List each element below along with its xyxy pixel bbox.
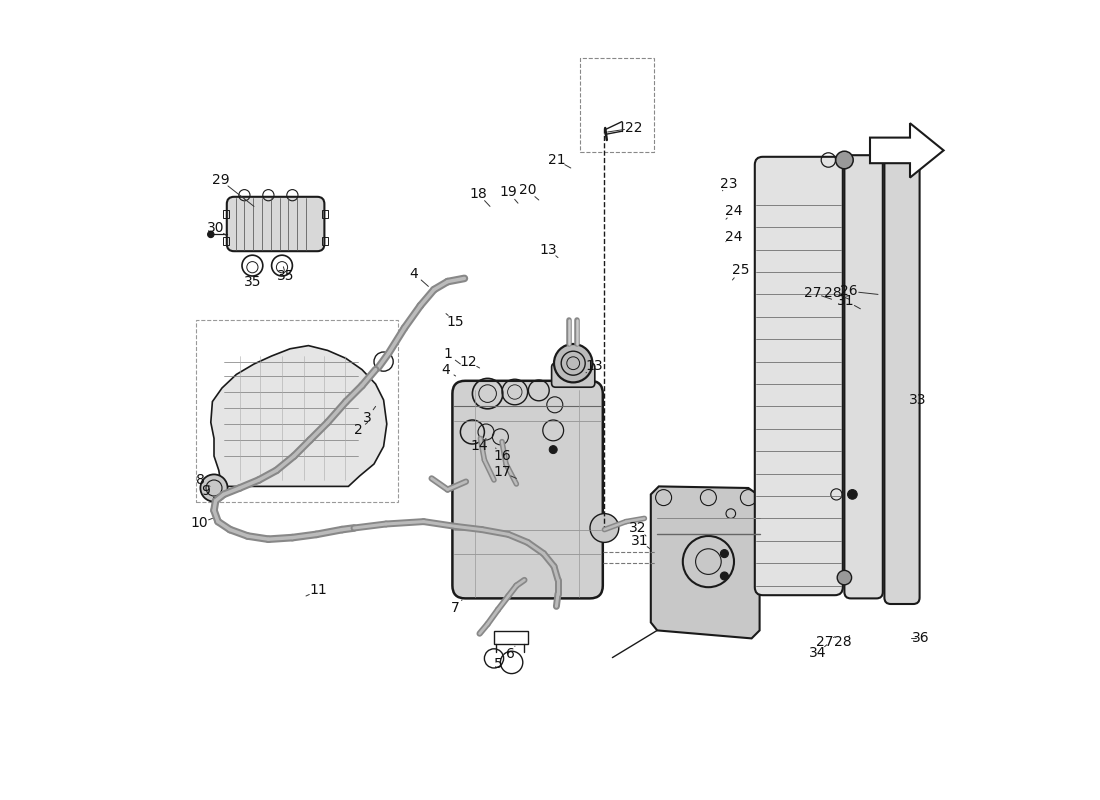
Circle shape <box>848 490 857 499</box>
Circle shape <box>720 550 728 558</box>
Text: 20: 20 <box>519 183 537 198</box>
Text: 7: 7 <box>451 601 460 615</box>
Text: 19: 19 <box>499 185 517 199</box>
Text: 4: 4 <box>441 362 450 377</box>
Text: 11: 11 <box>309 583 327 598</box>
Text: 33: 33 <box>910 393 926 407</box>
Circle shape <box>837 570 851 585</box>
FancyBboxPatch shape <box>845 155 883 598</box>
Text: 5: 5 <box>494 657 503 671</box>
Circle shape <box>836 151 854 169</box>
Text: 6: 6 <box>506 647 515 662</box>
FancyBboxPatch shape <box>452 381 603 598</box>
Text: 4: 4 <box>409 266 418 281</box>
Text: 18: 18 <box>469 186 487 201</box>
Text: 24: 24 <box>725 204 742 218</box>
Text: 12: 12 <box>460 354 477 369</box>
Text: 32: 32 <box>629 521 647 535</box>
Bar <box>223 210 229 218</box>
Text: 27: 27 <box>816 635 834 650</box>
Bar <box>581 58 654 152</box>
Text: 31: 31 <box>837 294 855 308</box>
Circle shape <box>208 231 214 238</box>
Text: 14: 14 <box>471 439 488 454</box>
Text: 13: 13 <box>540 242 558 257</box>
FancyBboxPatch shape <box>551 363 595 387</box>
Text: 17: 17 <box>493 465 510 479</box>
Text: 16: 16 <box>493 449 510 463</box>
Text: 15: 15 <box>447 314 464 329</box>
Text: 2: 2 <box>353 423 362 438</box>
Circle shape <box>590 514 619 542</box>
Circle shape <box>549 446 558 454</box>
Bar <box>197 320 398 502</box>
Text: 25: 25 <box>732 263 749 278</box>
Text: 22: 22 <box>625 121 642 135</box>
Text: 34: 34 <box>808 646 826 660</box>
Text: 35: 35 <box>277 269 295 283</box>
Text: 36: 36 <box>912 631 930 646</box>
Text: 23: 23 <box>720 177 738 191</box>
Text: 30: 30 <box>207 221 224 235</box>
Text: 26: 26 <box>840 284 858 298</box>
Text: 1: 1 <box>443 347 452 362</box>
Text: 28: 28 <box>834 635 851 650</box>
Text: 13: 13 <box>585 359 603 374</box>
Text: 29: 29 <box>211 173 229 187</box>
Polygon shape <box>870 123 944 178</box>
FancyBboxPatch shape <box>755 157 843 595</box>
Text: 24: 24 <box>725 230 742 244</box>
Text: 8: 8 <box>196 473 205 487</box>
Circle shape <box>554 344 593 382</box>
Text: 21: 21 <box>548 153 565 167</box>
Circle shape <box>720 572 728 580</box>
Bar <box>322 210 329 218</box>
Polygon shape <box>211 346 387 486</box>
Text: 31: 31 <box>630 534 648 548</box>
Text: 3: 3 <box>363 410 372 425</box>
Text: 9: 9 <box>201 484 210 498</box>
Bar <box>322 237 329 245</box>
Bar <box>494 631 528 644</box>
Text: 35: 35 <box>244 274 261 289</box>
Bar <box>223 237 229 245</box>
Text: 27: 27 <box>804 286 821 300</box>
Polygon shape <box>651 486 760 638</box>
Circle shape <box>200 474 228 502</box>
Text: 10: 10 <box>190 516 208 530</box>
Text: 28: 28 <box>824 286 842 300</box>
FancyBboxPatch shape <box>227 197 324 251</box>
FancyBboxPatch shape <box>884 150 920 604</box>
